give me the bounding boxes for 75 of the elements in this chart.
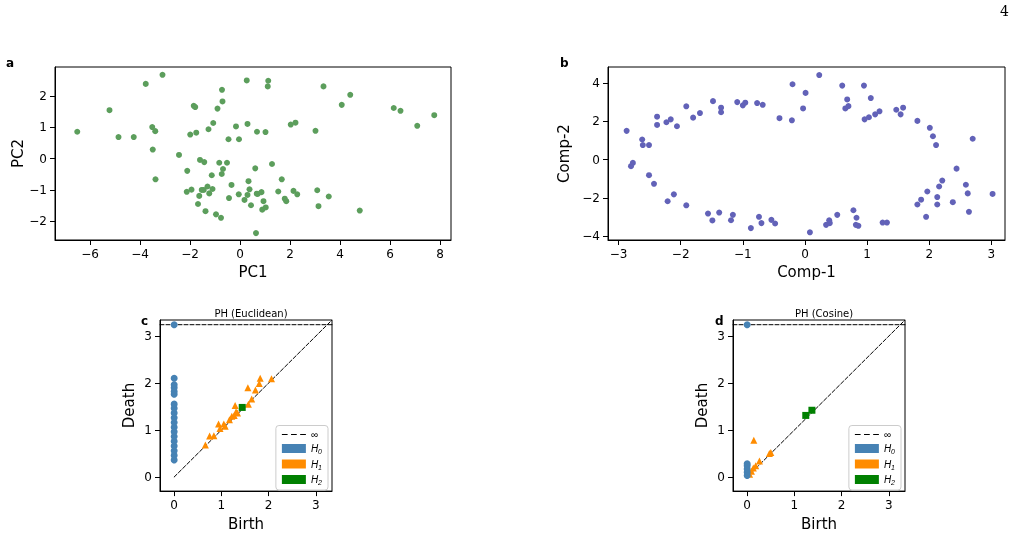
x-tick-label: −3 bbox=[609, 247, 628, 261]
y-tick-label: 3 bbox=[717, 328, 725, 343]
y-tick-label: 2 bbox=[39, 89, 47, 104]
point bbox=[206, 432, 214, 440]
y-tick-label: 2 bbox=[592, 114, 600, 129]
point bbox=[231, 402, 239, 410]
chart-title: PH (Euclidean) bbox=[214, 307, 288, 319]
y-axis-title: Comp-2 bbox=[554, 124, 573, 183]
point bbox=[170, 321, 178, 329]
point bbox=[802, 411, 810, 419]
y-tick-label: 1 bbox=[717, 422, 725, 437]
y-tick-label: −2 bbox=[29, 214, 47, 229]
y-axis-title: PC2 bbox=[8, 138, 27, 169]
y-tick-label: 2 bbox=[144, 375, 152, 390]
text: b bbox=[560, 56, 569, 70]
chart-title: PH (Cosine) bbox=[794, 307, 854, 319]
text: 4 bbox=[1000, 3, 1009, 19]
x-tick-label: −1 bbox=[733, 247, 752, 261]
text: c bbox=[141, 314, 149, 328]
x-tick-label: 1 bbox=[863, 247, 871, 261]
y-tick-label: −1 bbox=[29, 182, 47, 197]
y-axis-title: Death bbox=[692, 382, 711, 429]
point bbox=[755, 457, 763, 465]
x-tick-label: 3 bbox=[312, 498, 320, 513]
x-tick-label: 2 bbox=[925, 247, 934, 261]
y-tick-label: 0 bbox=[39, 151, 47, 166]
x-axis-title: Birth bbox=[800, 514, 838, 533]
x-tick-label: 0 bbox=[236, 247, 244, 261]
y-tick-label: 0 bbox=[717, 470, 725, 484]
y-tick-label: 0 bbox=[144, 470, 152, 484]
x-tick-label: 3 bbox=[885, 498, 893, 513]
legend-label: ∞ bbox=[883, 429, 892, 440]
y-axis-title: Death bbox=[119, 382, 138, 429]
x-tick-label: 2 bbox=[286, 247, 294, 261]
point bbox=[251, 386, 259, 394]
y-tick-label: 2 bbox=[717, 375, 725, 390]
y-tick-label: −2 bbox=[582, 191, 600, 205]
point bbox=[244, 384, 252, 392]
x-tick-label: 3 bbox=[987, 247, 996, 261]
point bbox=[238, 403, 246, 411]
x-tick-label: 1 bbox=[217, 498, 226, 513]
x-axis-title: Comp-1 bbox=[777, 263, 836, 282]
text: a bbox=[6, 56, 15, 70]
x-axis-title: Birth bbox=[227, 514, 265, 533]
x-tick-label: 8 bbox=[436, 247, 444, 261]
x-tick-label: 0 bbox=[801, 247, 809, 261]
x-tick-label: 6 bbox=[386, 247, 394, 261]
text: d bbox=[715, 314, 724, 328]
x-tick-label: 0 bbox=[170, 498, 178, 513]
y-tick-label: 4 bbox=[592, 75, 600, 90]
y-tick-label: −4 bbox=[582, 229, 600, 244]
x-tick-label: 1 bbox=[790, 498, 799, 513]
x-axis-title: PC1 bbox=[238, 263, 268, 282]
point bbox=[808, 406, 816, 414]
point bbox=[170, 374, 178, 382]
y-tick-label: 1 bbox=[39, 120, 47, 135]
point bbox=[256, 374, 264, 382]
x-tick-label: 4 bbox=[336, 247, 344, 261]
point bbox=[244, 400, 252, 408]
point bbox=[750, 436, 758, 444]
y-tick-label: 3 bbox=[144, 328, 152, 343]
x-tick-label: 2 bbox=[264, 498, 273, 513]
x-tick-label: 0 bbox=[743, 498, 751, 513]
point bbox=[210, 432, 218, 440]
x-tick-label: −2 bbox=[671, 247, 690, 261]
x-tick-label: −6 bbox=[81, 247, 99, 261]
legend-label: ∞ bbox=[310, 429, 319, 440]
point bbox=[201, 441, 209, 449]
x-tick-label: 2 bbox=[837, 498, 846, 513]
point bbox=[743, 321, 751, 329]
y-tick-label: 1 bbox=[144, 422, 152, 437]
y-tick-label: 0 bbox=[592, 152, 600, 167]
point bbox=[268, 375, 276, 383]
x-tick-label: −2 bbox=[181, 247, 199, 261]
point bbox=[170, 400, 178, 408]
